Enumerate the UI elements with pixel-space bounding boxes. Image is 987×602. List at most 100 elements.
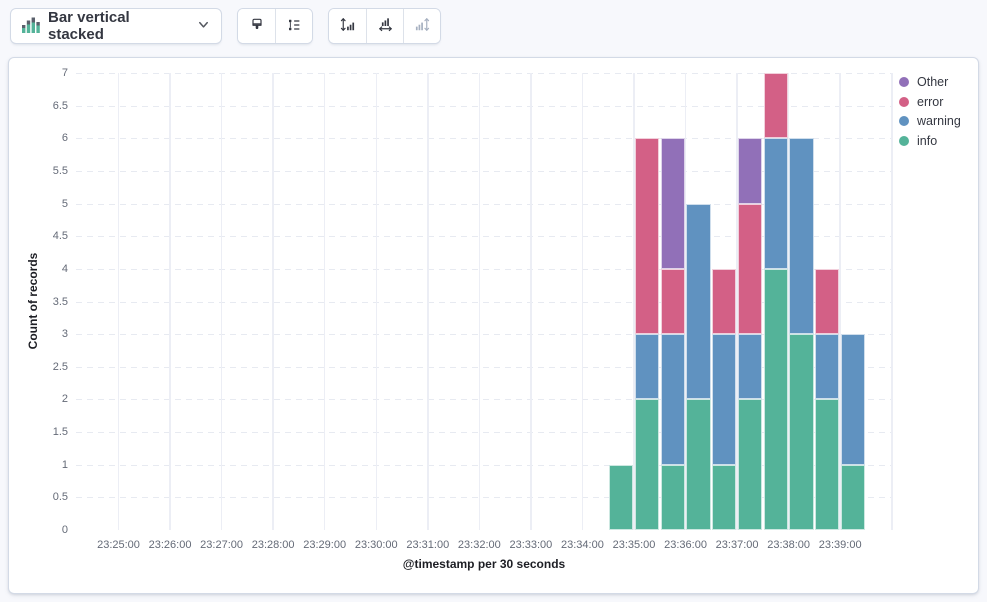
y-tick-label: 2.5 [52, 360, 68, 373]
y-tick-label: 6 [61, 132, 68, 145]
bar-segment-23:35:30-error[interactable] [660, 268, 685, 335]
chart-type-label: Bar vertical stacked [48, 9, 130, 43]
bar-segment-23:35:30-info[interactable] [660, 464, 685, 530]
bar-segment-23:37:00-Other[interactable] [737, 138, 763, 204]
x-tick-label: 23:36:00 [664, 539, 707, 551]
legend-item-Other[interactable]: Other [899, 72, 961, 92]
gridline-vertical [272, 73, 274, 530]
bar-segment-23:38:00-warning[interactable] [789, 138, 814, 335]
legend-color-dot [899, 135, 909, 146]
legend-color-dot [899, 76, 909, 87]
legend-item-error[interactable]: error [899, 92, 961, 112]
legend-button[interactable] [275, 9, 312, 43]
bar-vertical-stacked-icon [20, 15, 40, 38]
bar-segment-23:39:00-warning[interactable] [841, 334, 866, 465]
gridline-vertical [839, 73, 841, 530]
bar-segment-23:36:00-info[interactable] [686, 399, 711, 530]
left-axis-icon [339, 16, 356, 36]
bar-segment-23:37:30-info[interactable] [763, 268, 788, 530]
bar-segment-23:35:30-Other[interactable] [660, 138, 685, 269]
gridline-vertical [220, 73, 223, 530]
bar-segment-23:36:30-warning[interactable] [712, 334, 737, 465]
x-tick-label: 23:39:00 [818, 539, 862, 551]
legend-color-dot [899, 116, 909, 127]
x-tick-label: 23:38:00 [767, 539, 811, 551]
x-tick-label: 23:26:00 [148, 539, 192, 551]
brush-icon [249, 17, 265, 36]
gridline-vertical [684, 73, 687, 530]
brush-button[interactable] [238, 9, 275, 43]
gridline-horizontal [76, 366, 892, 368]
gridline-vertical [117, 73, 120, 530]
x-tick-label: 23:37:00 [715, 539, 759, 551]
bottom-axis-button[interactable] [366, 9, 403, 43]
y-tick-label: 6.5 [52, 99, 68, 112]
gridline-horizontal [76, 432, 892, 434]
legend-item-warning[interactable]: warning [899, 111, 961, 131]
legend: Other error warning info [899, 72, 961, 151]
gridline-horizontal [76, 268, 892, 270]
bar-segment-23:37:00-warning[interactable] [737, 334, 763, 400]
chevron-down-icon [196, 17, 211, 35]
gridline-vertical [891, 73, 893, 530]
chart-toolbar: Bar vertical stacked [10, 8, 441, 44]
bar-segment-23:37:00-info[interactable] [737, 399, 763, 530]
legend-label: error [917, 94, 944, 109]
gridline-horizontal [76, 301, 892, 303]
bar-segment-23:37:30-warning[interactable] [763, 138, 788, 269]
gridline-vertical [736, 73, 738, 530]
gridline-horizontal [76, 236, 892, 238]
x-tick-label: 23:29:00 [303, 539, 347, 551]
bar-segment-23:35:30-warning[interactable] [660, 334, 685, 465]
gridline-horizontal [76, 334, 892, 336]
legend-label: info [917, 133, 938, 148]
bar-segment-23:38:30-warning[interactable] [815, 334, 840, 400]
style-button-group [237, 8, 313, 44]
y-tick-label: 7 [61, 67, 68, 79]
legend-label: warning [917, 114, 961, 129]
x-tick-label: 23:33:00 [509, 539, 553, 551]
chart-panel: 0 0.5 1 1.5 2 2.5 3 3.5 4 4.5 5 5.5 6 6.5 7 23:25:00 23… [8, 57, 979, 594]
bottom-axis-icon [377, 16, 394, 36]
y-tick-label: 1 [61, 458, 68, 471]
gridline-horizontal [76, 464, 892, 466]
bar-segment-23:38:00-info[interactable] [789, 334, 814, 530]
bar-segment-23:35:00-warning[interactable] [634, 334, 659, 400]
x-tick-label: 23:27:00 [200, 539, 243, 551]
bar-segment-23:37:30-error[interactable] [763, 73, 788, 139]
y-tick-label: 2 [61, 393, 68, 406]
gridline-vertical [375, 73, 377, 530]
legend-label: Other [917, 74, 949, 89]
gridline-vertical [633, 73, 635, 530]
bar-segment-23:39:00-info[interactable] [841, 464, 866, 530]
gridline-vertical [323, 73, 326, 530]
bar-segment-23:38:30-info[interactable] [815, 399, 840, 530]
y-tick-label: 1.5 [52, 426, 68, 439]
bar-segment-23:35:00-info[interactable] [634, 399, 659, 530]
x-tick-label: 23:25:00 [97, 539, 140, 551]
x-tick-label: 23:35:00 [612, 539, 656, 551]
bar-segment-23:38:30-error[interactable] [815, 268, 840, 335]
chart-type-dropdown[interactable]: Bar vertical stacked [10, 8, 222, 44]
bar-segment-23:36:30-error[interactable] [712, 268, 737, 335]
y-tick-label: 0.5 [52, 491, 68, 504]
left-axis-button[interactable] [329, 9, 366, 43]
bar-segment-23:34:30-info[interactable] [609, 464, 634, 530]
gridline-horizontal [76, 170, 892, 172]
gridline-horizontal [76, 399, 892, 401]
gridline-horizontal [76, 203, 892, 205]
bar-segment-23:36:30-info[interactable] [712, 464, 737, 530]
x-tick-label: 23:32:00 [457, 539, 501, 551]
y-tick-label: 0 [61, 524, 68, 536]
bar-segment-23:35:00-error[interactable] [634, 138, 659, 335]
legend-item-info[interactable]: info [899, 131, 961, 151]
right-axis-button[interactable] [403, 9, 440, 43]
gridline-vertical [169, 73, 171, 530]
x-tick-label: 23:28:00 [251, 539, 295, 551]
axis-button-group [328, 8, 441, 44]
legend-list-icon [286, 17, 302, 36]
x-tick-label: 23:34:00 [561, 539, 604, 551]
x-tick-label: 23:31:00 [406, 539, 450, 551]
bar-segment-23:36:00-warning[interactable] [686, 203, 711, 400]
bar-segment-23:37:00-error[interactable] [737, 203, 763, 335]
